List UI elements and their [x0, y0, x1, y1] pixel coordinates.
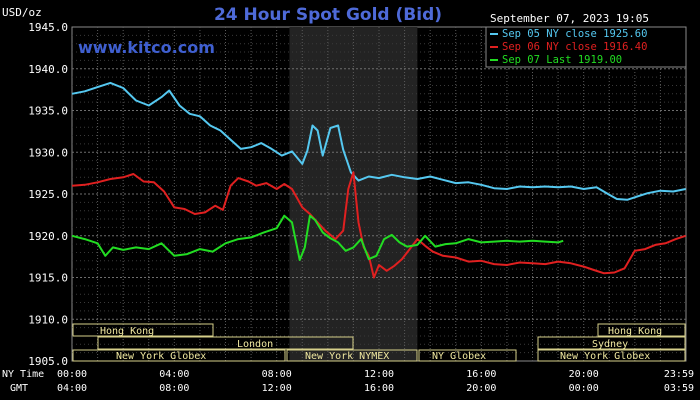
session-ny-nymex-box [286, 349, 418, 362]
session-ny-globex-left: New York Globex [116, 351, 206, 362]
session-hong-kong-right-box [597, 323, 686, 337]
legend-entry: Sep 07 Last 1919.00 [502, 54, 622, 66]
session-ny-globex-right: NY Globex [432, 351, 486, 362]
y-tick-label: 1945.0 [28, 21, 68, 34]
gmt-label: GMT [10, 383, 28, 394]
y-tick-label: 1905.0 [28, 355, 68, 368]
session-hong-kong-left-box [72, 323, 214, 337]
y-tick-label: 1935.0 [28, 105, 68, 118]
session-hong-kong-right: Hong Kong [608, 326, 662, 337]
ny-time-tick-label: 04:00 [159, 369, 189, 380]
kitco-watermark: www.kitco.com [78, 38, 215, 57]
session-bars: Hong Kong Hong Kong London Sydney New Yo… [72, 323, 686, 362]
session-ny-globex-right-box [418, 349, 517, 362]
session-sydney: Sydney [592, 339, 628, 350]
legend-entry: Sep 06 NY close 1916.40 [502, 41, 647, 53]
y-axis-tick-labels: 1945.0 1940.0 1935.0 1930.0 1925.0 1920.0 1915… [28, 21, 68, 368]
gmt-tick-label: 20:00 [466, 383, 496, 394]
timestamp: September 07, 2023 19:05 [490, 12, 649, 25]
ny-time-tick-label: 16:00 [466, 369, 496, 380]
legend-box [485, 26, 687, 68]
gmt-tick-label: 00:00 [569, 383, 599, 394]
gmt-tick-label: 12:00 [262, 383, 292, 394]
legend-entry: Sep 05 NY close 1925.60 [502, 28, 647, 40]
series-line-0 [71, 81, 686, 201]
y-tick-label: 1915.0 [28, 272, 68, 285]
session-ny-globex-far: New York Globex [560, 351, 650, 362]
gmt-tick-label: 04:00 [57, 383, 87, 394]
ny-time-tick-label: 20:00 [569, 369, 599, 380]
session-london-box [97, 336, 354, 350]
gmt-tick-label: 16:00 [364, 383, 394, 394]
y-tick-label: 1930.0 [28, 146, 68, 159]
session-hong-kong-left: Hong Kong [100, 326, 154, 337]
x-axis-tick-labels: 00:00 04:00 08:00 12:00 16:00 20:00 23:59 04:00… [57, 369, 694, 394]
ny-time-label: NY Time [2, 369, 44, 380]
ny-time-tick-label: 23:59 [664, 369, 694, 380]
series-line-2 [71, 214, 564, 261]
session-ny-nymex: New York NYMEX [305, 351, 389, 362]
ny-time-tick-label: 12:00 [364, 369, 394, 380]
series-layer [71, 81, 687, 279]
gmt-tick-label: 03:59 [664, 383, 694, 394]
ny-time-tick-label: 08:00 [262, 369, 292, 380]
gmt-tick-label: 08:00 [159, 383, 189, 394]
session-sydney-box [537, 336, 686, 350]
ny-time-tick-label: 00:00 [57, 369, 87, 380]
session-ny-globex-left-box [72, 349, 286, 362]
y-tick-label: 1920.0 [28, 230, 68, 243]
y-tick-label: 1940.0 [28, 63, 68, 76]
chart-title: 24 Hour Spot Gold (Bid) [214, 5, 442, 25]
y-tick-label: 1910.0 [28, 313, 68, 326]
units-label: USD/oz [2, 6, 42, 19]
session-ny-globex-far-box [537, 349, 686, 362]
session-london: London [237, 339, 273, 350]
y-tick-label: 1925.0 [28, 188, 68, 201]
